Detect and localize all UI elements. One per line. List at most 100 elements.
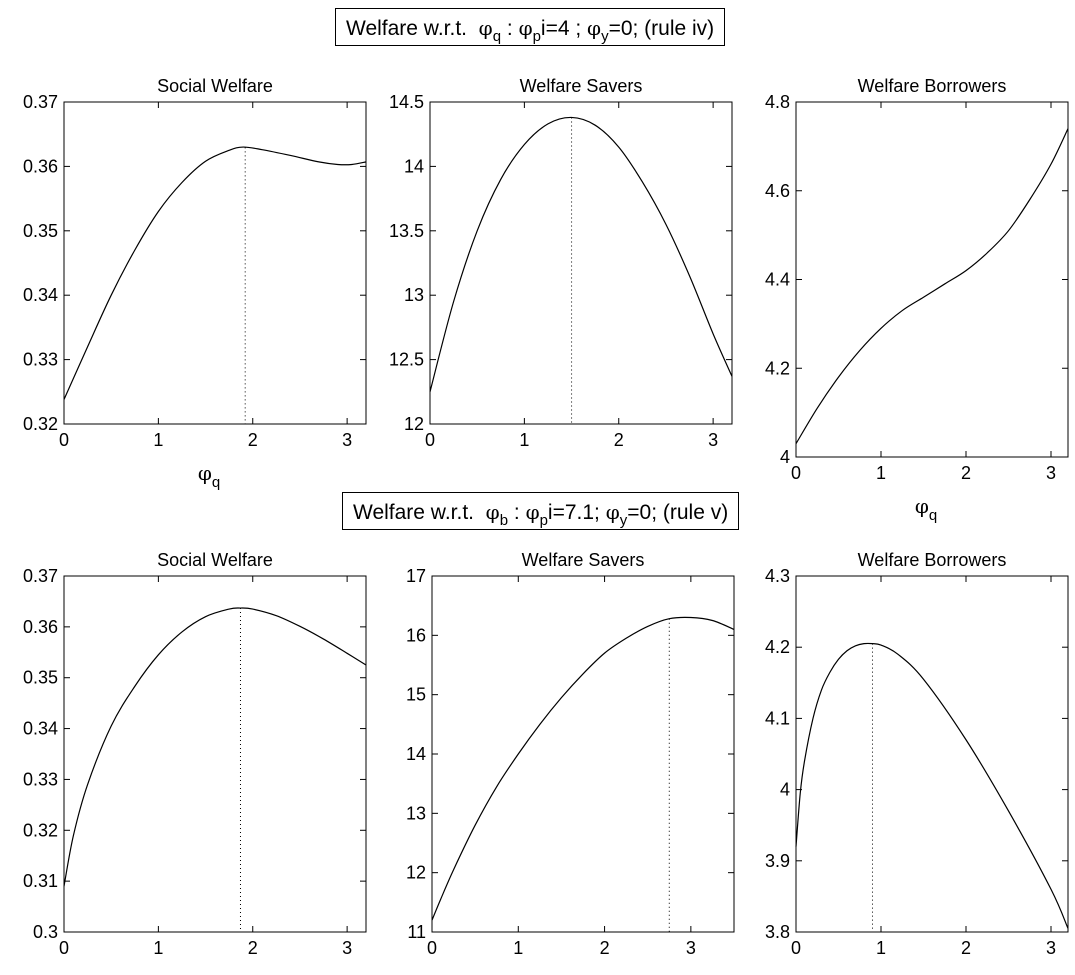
y-tick-label: 0.34: [23, 719, 58, 739]
x-tick-label: 2: [248, 430, 258, 450]
x-tick-label: 1: [876, 463, 886, 483]
title-sep: :: [506, 17, 513, 40]
y-tick-label: 3.8: [765, 922, 790, 942]
y-tick-label: 13: [404, 285, 424, 305]
phi-symbol: φ: [525, 500, 540, 524]
phi-symbol: φ: [485, 500, 500, 524]
x-tick-label: 0: [791, 938, 801, 958]
y-tick-label: 0.37: [23, 566, 58, 586]
y-tick-label: 14: [406, 744, 426, 764]
phi-symbol: φ: [605, 500, 620, 524]
title-prefix: Welfare w.r.t.: [346, 17, 467, 40]
x-tick-label: 2: [961, 463, 971, 483]
y-tick-label: 4: [780, 447, 790, 467]
series-line: [795, 642, 1069, 929]
x-tick-label: 3: [1046, 463, 1056, 483]
y-tick-label: 12.5: [389, 350, 424, 370]
y-tick-label: 0.32: [23, 414, 58, 434]
x-tick-label: 3: [342, 938, 352, 958]
x-tick-label: 0: [791, 463, 801, 483]
x-axis-label: φb: [915, 969, 937, 975]
y-tick-label: 4.3: [765, 566, 790, 586]
x-tick-label: 3: [342, 430, 352, 450]
y-tick-label: 14: [404, 156, 424, 176]
plot-frame: [429, 101, 733, 425]
title-var-sub: b: [499, 512, 509, 529]
x-tick-label: 3: [1046, 938, 1056, 958]
y-tick-label: 12: [406, 863, 426, 883]
x-tick-label: 0: [427, 938, 437, 958]
x-tick-label: 1: [876, 938, 886, 958]
y-tick-label: 0.37: [23, 92, 58, 112]
chart-title: Welfare Savers: [520, 76, 643, 96]
x-tick-label: 1: [519, 430, 529, 450]
series-line: [795, 128, 1069, 444]
y-tick-label: 15: [406, 685, 426, 705]
x-tick-label: 2: [614, 430, 624, 450]
y-tick-label: 4.1: [765, 708, 790, 728]
y-tick-label: 17: [406, 566, 426, 586]
y-tick-label: 3.9: [765, 851, 790, 871]
x-tick-label: 0: [425, 430, 435, 450]
title-p-sub: p: [532, 28, 541, 45]
y-tick-label: 4: [780, 780, 790, 800]
title-y-sub: y: [601, 28, 609, 45]
series-line: [63, 146, 367, 400]
y-tick-label: 4.6: [765, 181, 790, 201]
plot-frame: [63, 575, 367, 933]
plot-frame: [63, 101, 367, 425]
phi-symbol: φ: [478, 16, 493, 40]
title-y-suffix: =0; (rule v): [627, 501, 729, 524]
x-axis-label: φb: [566, 969, 588, 975]
section-title-rule-v: Welfare w.r.t. φb : φpi=7.1; φy=0; (rule…: [342, 492, 740, 530]
y-tick-label: 16: [406, 625, 426, 645]
x-axis-label: φb: [198, 969, 220, 975]
title-y-sub: y: [619, 512, 628, 529]
x-tick-label: 2: [600, 938, 610, 958]
phi-symbol: φ: [518, 16, 533, 40]
y-tick-label: 0.36: [23, 617, 58, 637]
x-axis-label: φq: [915, 494, 937, 524]
chart-panel-3: Welfare Borrowers 0 1 2 3 4 4.2 4.4 4.6 4.8 φq: [765, 76, 1069, 524]
x-axis-label: φq: [198, 461, 220, 491]
title-y-suffix: =0; (rule iv): [608, 17, 715, 40]
y-tick-label: 0.34: [23, 285, 58, 305]
title-sep: :: [513, 501, 520, 524]
x-tick-label: 2: [961, 938, 971, 958]
title-p-sub: p: [539, 512, 548, 529]
x-tick-label: 1: [513, 938, 523, 958]
y-tick-label: 13: [406, 803, 426, 823]
x-tick-label: 0: [59, 938, 69, 958]
x-tick-label: 3: [686, 938, 696, 958]
y-tick-label: 0.3: [33, 922, 58, 942]
series-line: [431, 616, 735, 921]
chart-panel-6: Welfare Borrowers 0 1 2 3 3.8 3.9 4 4.1 4.2 4.3 φb: [765, 550, 1069, 975]
plot-frame: [431, 575, 735, 933]
title-prefix: Welfare w.r.t.: [353, 501, 474, 524]
phi-symbol: φ: [587, 16, 602, 40]
chart-title: Welfare Savers: [522, 550, 645, 570]
y-tick-label: 4.2: [765, 358, 790, 378]
plot-frame: [795, 101, 1069, 458]
y-tick-label: 14.5: [389, 92, 424, 112]
x-tick-label: 2: [248, 938, 258, 958]
title-p-suffix: i=4 ;: [540, 17, 582, 40]
y-tick-label: 0.33: [23, 350, 58, 370]
y-tick-label: 4.2: [765, 637, 790, 657]
chart-title: Welfare Borrowers: [858, 550, 1007, 570]
plot-frame: [795, 575, 1069, 933]
chart-panel-1: Social Welfare 0 1 2 3 0.32 0.33 0.34 0.35 0.36 0.…: [23, 76, 367, 491]
chart-panel-5: Welfare Savers012311121314151617φb: [406, 550, 735, 975]
y-tick-label: 0.32: [23, 820, 58, 840]
y-tick-label: 0.33: [23, 769, 58, 789]
y-tick-label: 0.36: [23, 156, 58, 176]
x-tick-label: 0: [59, 430, 69, 450]
chart-title: Social Welfare: [157, 550, 273, 570]
x-tick-label: 1: [153, 430, 163, 450]
title-p-suffix: i=7.1;: [547, 501, 600, 524]
y-tick-label: 0.35: [23, 221, 58, 241]
chart-title: Welfare Borrowers: [858, 76, 1007, 96]
y-tick-label: 4.8: [765, 92, 790, 112]
